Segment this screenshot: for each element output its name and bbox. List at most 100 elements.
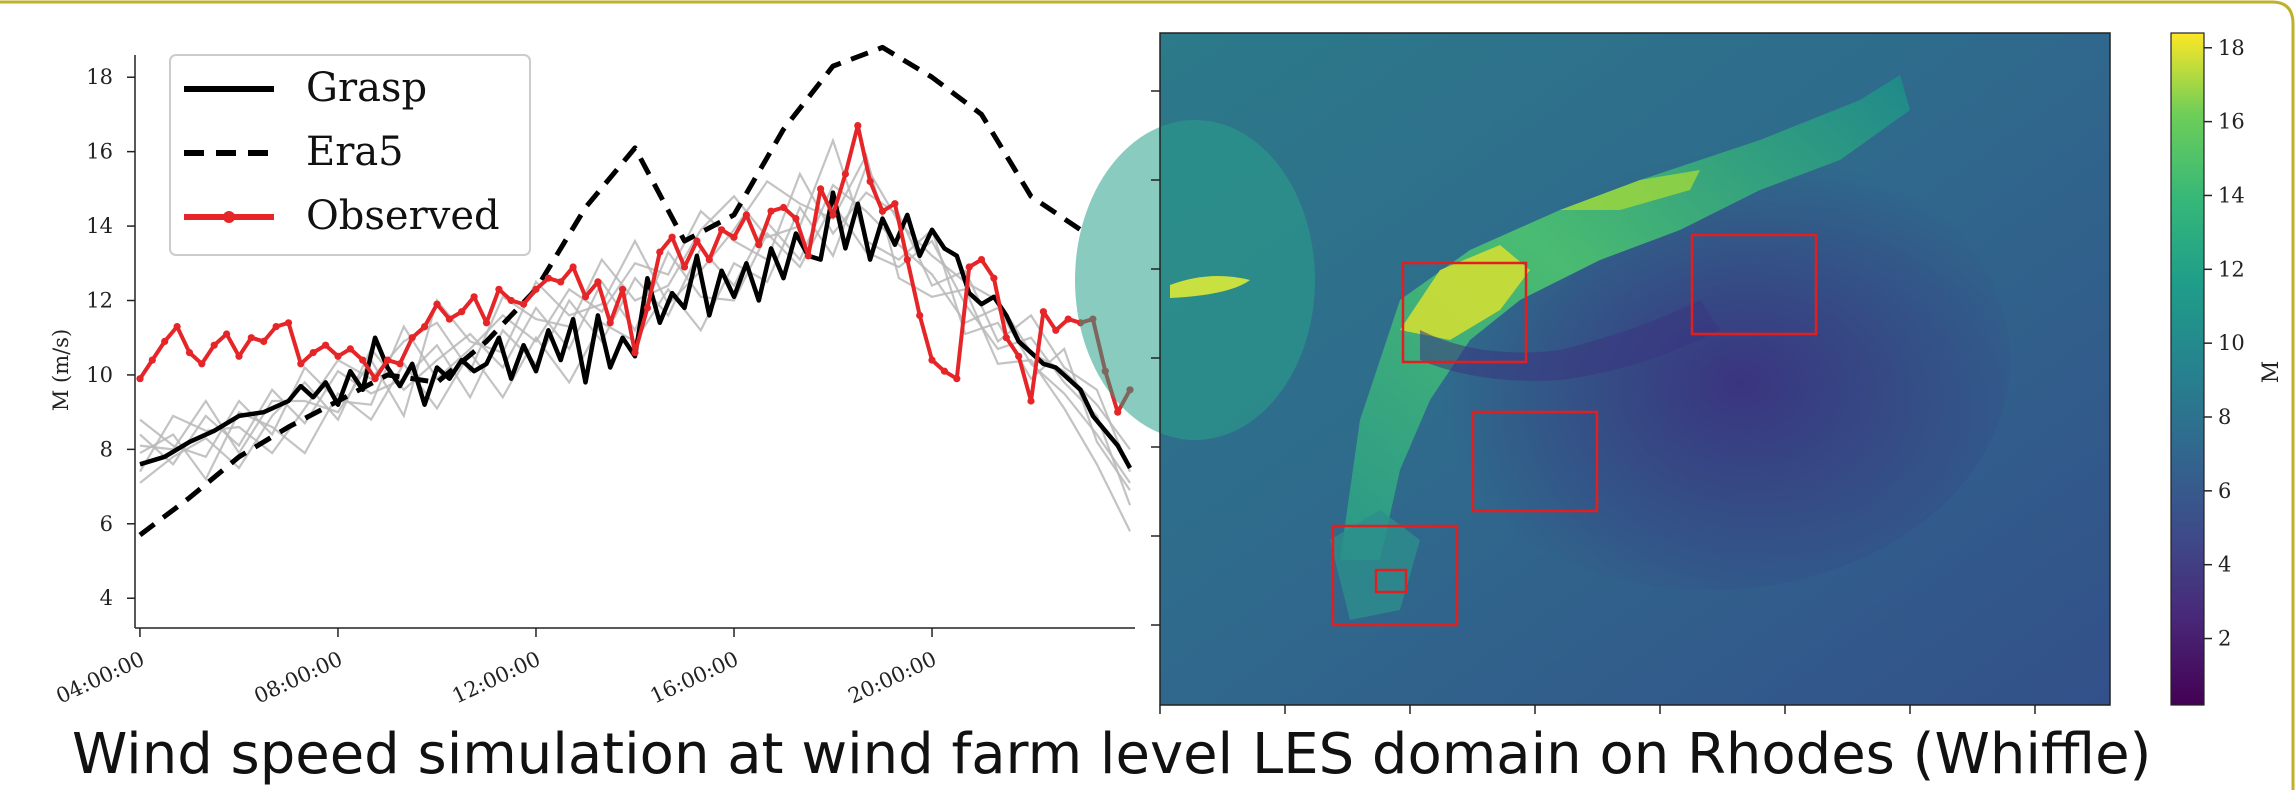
series-point-observed <box>878 207 887 215</box>
series-point-observed <box>198 360 206 368</box>
colorbar-tick-label: 18 <box>2218 36 2245 60</box>
y-tick-label: 16 <box>86 140 113 164</box>
highlight-box-small <box>1374 568 1408 594</box>
series-point-observed <box>297 360 305 368</box>
y-tick-label: 10 <box>86 363 113 387</box>
y-tick-label: 4 <box>100 586 113 610</box>
series-point-observed <box>1002 334 1010 342</box>
heatmap-ridge-highlight <box>1560 170 1700 210</box>
highlight-box-group <box>1331 233 1818 627</box>
les-domain-heatmap <box>1075 32 2111 714</box>
series-point-observed <box>1015 352 1023 360</box>
caption-left: Wind speed simulation at wind farm level <box>72 722 1234 787</box>
series-point-observed <box>136 375 144 383</box>
series-point-observed <box>928 356 936 364</box>
series-point-observed <box>272 323 280 331</box>
series-point-observed <box>891 200 899 208</box>
series-point-observed <box>210 341 218 349</box>
y-tick-label: 6 <box>100 512 113 536</box>
legend-box <box>169 54 531 256</box>
series-point-observed <box>346 345 354 353</box>
colorbar-tick-group: 2 4 6 8 10 12 14 16 18 <box>2204 36 2245 651</box>
series-point-observed <box>433 300 441 308</box>
colorbar-tick-label: 16 <box>2218 110 2245 134</box>
ensemble-member-line <box>139 137 1131 491</box>
series-point-observed <box>804 252 812 260</box>
series-point-observed <box>643 304 652 312</box>
series-point-observed <box>173 323 181 331</box>
highlight-box <box>1690 233 1818 336</box>
series-point-observed <box>829 211 837 219</box>
series-point-observed <box>185 349 194 357</box>
heatmap-frame <box>1159 32 2111 706</box>
series-point-observed <box>495 285 503 293</box>
x-tick-label: 04:00:00 <box>52 647 148 709</box>
x-tick-label: 16:00:00 <box>646 647 742 709</box>
highlight-box <box>1331 524 1459 627</box>
series-point-observed <box>544 274 553 282</box>
colorbar-tick-label: 8 <box>2218 405 2231 429</box>
ensemble-member-line <box>139 171 1132 473</box>
caption-right: LES domain on Rhodes (Whiffle) <box>1252 722 2152 787</box>
series-point-observed <box>854 122 862 130</box>
series-point-observed <box>470 293 478 301</box>
series-point-observed <box>656 248 664 256</box>
series-point-observed <box>507 296 515 305</box>
heatmap-wake-shadow <box>1420 300 1720 381</box>
series-point-observed <box>383 356 392 364</box>
series-point-observed <box>767 207 775 215</box>
series-point-observed <box>235 352 243 360</box>
legend-label-grasp: Grasp <box>306 65 427 111</box>
series-group <box>136 44 1134 537</box>
series-point-observed <box>569 263 577 271</box>
series-point-observed <box>1114 408 1122 416</box>
series-point-observed <box>903 256 911 264</box>
series-point-observed <box>742 211 751 219</box>
x-tick-label: 20:00:00 <box>845 647 941 709</box>
series-point-observed <box>1064 315 1072 323</box>
highlight-box <box>1401 261 1528 364</box>
colorbar-label: M <box>2259 361 2284 384</box>
series-point-observed <box>755 241 763 249</box>
series-point-observed <box>458 308 466 316</box>
series-point-observed <box>148 356 156 364</box>
colorbar-tick-label: 6 <box>2218 479 2231 503</box>
series-point-observed <box>396 360 404 368</box>
colorbar-tick-label: 2 <box>2218 627 2231 651</box>
series-point-observed <box>866 177 874 185</box>
y-tick-label: 12 <box>86 289 113 313</box>
series-point-observed <box>631 349 639 357</box>
series-point-observed <box>953 375 961 383</box>
y-tick-label: 14 <box>86 214 113 238</box>
series-point-observed <box>445 315 453 323</box>
series-point-observed <box>792 215 800 223</box>
ensemble-member-line <box>139 183 1131 484</box>
highlight-box <box>1471 410 1599 513</box>
y-axis-label: M (m/s) <box>49 329 73 411</box>
series-line-era5 <box>138 44 1082 537</box>
series-point-observed <box>841 170 850 178</box>
colorbar: 2 4 6 8 10 12 14 16 18 M <box>2170 32 2284 706</box>
series-point-observed <box>532 285 540 293</box>
legend: Grasp Era5 Observed <box>169 54 531 256</box>
series-point-observed <box>1027 397 1035 405</box>
series-point-observed <box>557 278 565 286</box>
heatmap-high-wind-patch <box>1400 245 1530 340</box>
series-point-observed <box>718 226 726 234</box>
legend-label-observed: Observed <box>306 193 500 239</box>
series-point-observed <box>247 334 255 342</box>
series-point-observed <box>730 233 738 241</box>
series-point-observed <box>693 237 701 245</box>
series-point-observed <box>619 285 627 293</box>
series-point-observed <box>705 256 713 264</box>
heatmap-tick-group <box>1151 90 2036 714</box>
series-point-observed <box>680 263 689 271</box>
legend-label-era5: Era5 <box>306 129 404 175</box>
heatmap-islet <box>1170 276 1250 298</box>
series-point-observed <box>916 311 924 319</box>
series-point-observed <box>421 323 429 331</box>
series-point-observed <box>668 233 676 241</box>
y-tick-label: 18 <box>86 65 113 89</box>
